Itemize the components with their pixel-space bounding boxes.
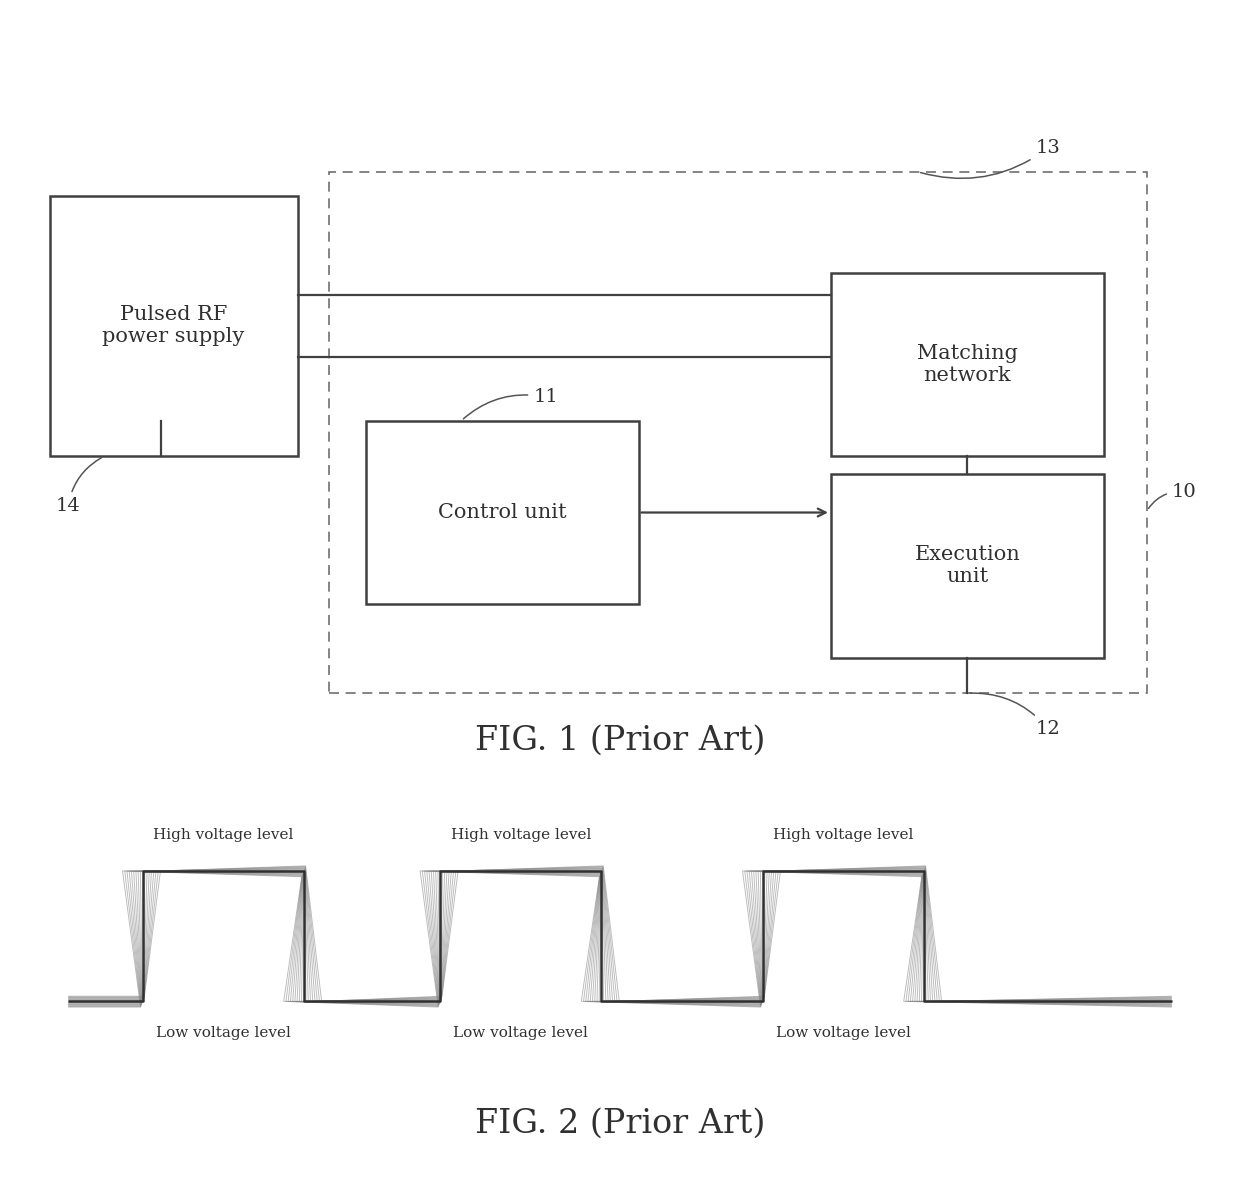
Bar — [366, 421, 639, 604]
Text: FIG. 2 (Prior Art): FIG. 2 (Prior Art) — [475, 1107, 765, 1140]
Text: Low voltage level: Low voltage level — [156, 1026, 290, 1040]
Text: Low voltage level: Low voltage level — [454, 1026, 588, 1040]
Text: High voltage level: High voltage level — [153, 828, 294, 843]
Text: 10: 10 — [1148, 482, 1197, 508]
Text: 14: 14 — [56, 457, 102, 515]
Text: Pulsed RF
power supply: Pulsed RF power supply — [103, 306, 244, 346]
Text: 12: 12 — [970, 693, 1060, 738]
Text: High voltage level: High voltage level — [773, 828, 914, 843]
Text: High voltage level: High voltage level — [450, 828, 591, 843]
Text: Execution
unit: Execution unit — [914, 545, 1021, 587]
Text: 13: 13 — [920, 139, 1060, 179]
Text: 11: 11 — [464, 387, 558, 418]
Bar — [329, 172, 1147, 693]
Text: FIG. 1 (Prior Art): FIG. 1 (Prior Art) — [475, 724, 765, 757]
Bar — [831, 273, 1104, 456]
Bar — [831, 474, 1104, 658]
Bar — [50, 196, 298, 456]
Text: Matching
network: Matching network — [916, 344, 1018, 385]
Text: Low voltage level: Low voltage level — [776, 1026, 910, 1040]
Text: Control unit: Control unit — [438, 502, 567, 523]
